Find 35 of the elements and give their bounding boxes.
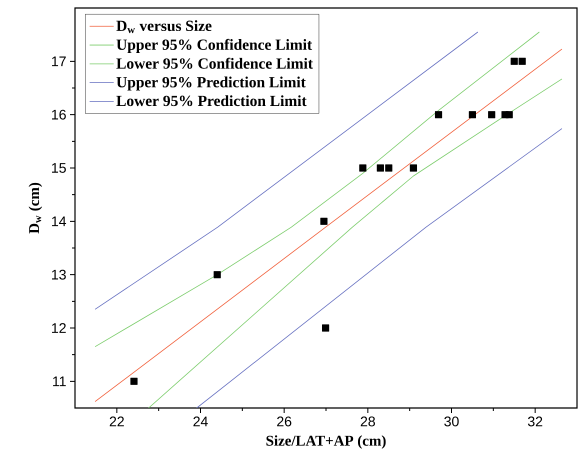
x-tick-label: 30 (444, 416, 459, 426)
x-tick-label: 24 (193, 416, 208, 426)
x-tick-label: 32 (528, 416, 542, 426)
point (488, 111, 496, 118)
legend-label: Lower 95% Prediction Limit (116, 95, 307, 106)
line-series (94, 32, 540, 348)
legend-label: Lower 95% Confidence Limit (116, 58, 313, 69)
point (434, 111, 442, 118)
point (385, 164, 392, 172)
x-axis-title: Size/LAT+AP (cm) (266, 435, 386, 449)
x-tick-label: 28 (360, 416, 375, 426)
y-tick-label: 11 (53, 376, 66, 386)
y-tick-label: 15 (52, 163, 66, 173)
x-tick-label: 22 (110, 416, 124, 426)
point (518, 58, 526, 65)
point (214, 271, 221, 278)
point (130, 378, 138, 385)
y-tick-label: 14 (52, 216, 66, 226)
point (510, 58, 518, 65)
x-tick-label: 26 (277, 416, 292, 426)
point (506, 111, 513, 118)
point (468, 111, 476, 118)
legend-label: Upper 95% Confidence Limit (116, 38, 312, 54)
y-axis-title: D$_{w}$ (cm) (28, 182, 42, 234)
y-tick-label: 16 (52, 110, 66, 120)
legend-label: D$_{w}$ versus Size (116, 20, 212, 34)
y-tick-label: 17 (52, 56, 66, 66)
point (359, 164, 366, 172)
y-tick-label: 13 (52, 270, 66, 280)
point (376, 164, 384, 172)
point (322, 324, 330, 332)
legend-label: Upper 95% Prediction Limit (116, 76, 306, 91)
y-tick-label: 12 (52, 323, 66, 333)
point (320, 218, 328, 225)
point (410, 164, 418, 172)
